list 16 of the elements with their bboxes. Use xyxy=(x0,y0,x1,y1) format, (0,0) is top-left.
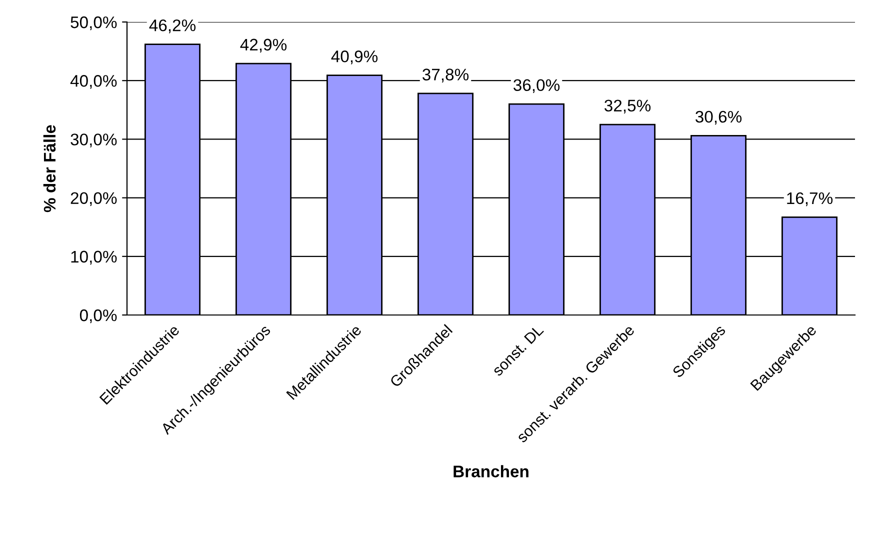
y-tick-label: 50,0% xyxy=(70,16,117,30)
y-axis-title: % der Fälle xyxy=(43,125,56,212)
y-tick-label: 0,0% xyxy=(80,309,117,324)
data-label: 42,9% xyxy=(240,38,287,53)
y-tick-label: 10,0% xyxy=(71,250,117,265)
data-label: 32,5% xyxy=(604,100,651,114)
data-label: 36,0% xyxy=(514,79,560,93)
x-axis-title: Branchen xyxy=(454,465,528,478)
data-label: 16,7% xyxy=(787,192,833,206)
y-tick-label: 40,0% xyxy=(70,75,117,89)
data-label: 30,6% xyxy=(696,110,742,125)
data-label: 40,9% xyxy=(331,50,378,64)
data-label: 46,2% xyxy=(149,19,196,34)
y-tick-label: 30,0% xyxy=(70,134,117,148)
y-tick-label: 20,0% xyxy=(70,192,117,206)
data-label: 37,8% xyxy=(422,68,469,82)
